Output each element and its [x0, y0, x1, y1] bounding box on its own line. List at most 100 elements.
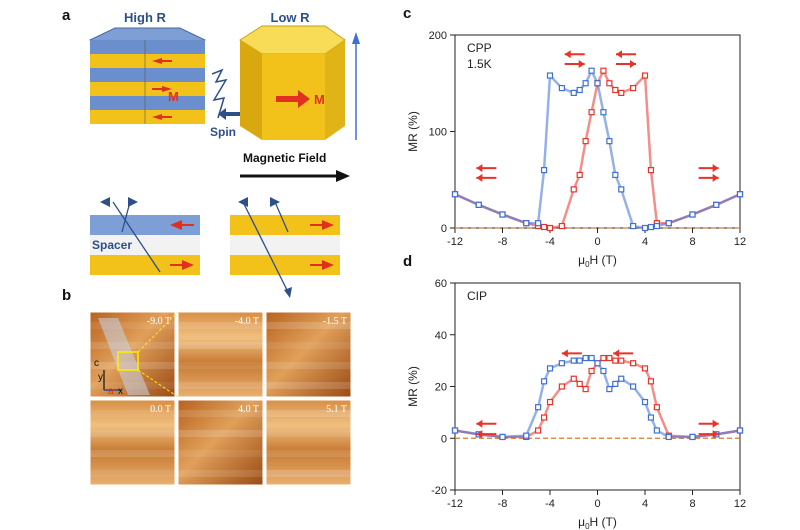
series-line [454, 356, 741, 439]
m-label: M [314, 92, 325, 107]
data-point [612, 171, 619, 179]
afm-stripe [178, 322, 263, 329]
x-axis-label: μ0H (T) [578, 253, 617, 269]
x-tick-label: 4 [642, 236, 648, 248]
spin-arrow [218, 108, 246, 120]
x-tick-label: 4 [642, 498, 648, 510]
data-point [630, 84, 637, 92]
data-point [499, 211, 506, 218]
plot-frame [454, 34, 741, 229]
x-tick-label: -8 [498, 236, 508, 248]
data-point [535, 404, 542, 411]
data-point [641, 365, 649, 372]
data-point [647, 414, 655, 421]
zoom-line [137, 369, 179, 398]
data-point [618, 357, 625, 364]
image-label: 0.0 T [150, 404, 171, 415]
data-point [523, 220, 530, 227]
sweep-arrow-head [712, 430, 719, 439]
data-point [546, 398, 554, 406]
series-line [454, 356, 741, 439]
x-tick-label: -4 [545, 236, 555, 248]
afm-stripe [178, 382, 263, 389]
sweep-arrow-head [712, 419, 719, 428]
y-tick-label: 60 [435, 278, 447, 290]
data-point [523, 432, 530, 439]
data-point [594, 80, 601, 87]
field-label: Magnetic Field [243, 151, 326, 165]
data-point [612, 86, 619, 94]
data-point [576, 171, 583, 179]
data-point [558, 383, 565, 390]
field-arrow-head [336, 170, 350, 182]
data-point [576, 380, 583, 388]
data-point [600, 367, 607, 375]
data-point [606, 385, 613, 393]
x-tick-label: 12 [734, 236, 746, 248]
data-point [535, 220, 542, 227]
image-label: 5.1 T [326, 404, 347, 415]
afm-stripe [90, 410, 175, 417]
afm-stripe [266, 322, 351, 329]
afm-stripe [178, 450, 263, 457]
y-tick-label: 0 [441, 433, 447, 445]
afm-image [265, 311, 352, 398]
panel-label: a [62, 7, 71, 24]
data-point [451, 191, 459, 198]
data-point [582, 138, 589, 145]
data-point [576, 357, 583, 364]
y-tick-label: 200 [429, 30, 447, 42]
afm-stripe [90, 322, 175, 329]
axis-letter: c [94, 358, 99, 369]
afm-stripe [266, 342, 351, 349]
data-point [588, 67, 595, 74]
afm-image [265, 399, 352, 486]
data-point [736, 427, 744, 434]
sweep-arrow-head [476, 173, 483, 182]
afm-stripe [90, 342, 175, 349]
data-point [600, 109, 607, 116]
data-point [647, 223, 655, 231]
afm-image [177, 311, 264, 398]
x-axis-label: μ0H (T) [578, 515, 617, 530]
image-label: -9.0 T [147, 316, 171, 327]
y-axis-label: MR (%) [406, 366, 420, 407]
afm-stripe [266, 362, 351, 369]
afm-stripe [178, 410, 263, 417]
afm-stripe [90, 470, 175, 477]
axis-letter: y [98, 372, 103, 383]
annotation: 1.5K [467, 57, 492, 71]
data-point [546, 72, 554, 79]
x-tick-label: 0 [594, 498, 600, 510]
spin-valve-left [90, 197, 200, 275]
data-point [582, 385, 589, 393]
data-point [535, 427, 542, 434]
afm-image [89, 399, 176, 486]
m-label: M [168, 89, 179, 104]
sample-outline [98, 318, 150, 395]
data-point [647, 378, 655, 385]
image-label: -1.5 T [323, 316, 347, 327]
sweep-arrow-head [712, 173, 719, 182]
series-line [454, 67, 741, 230]
data-point [475, 201, 482, 208]
afm-stripe [178, 362, 263, 369]
spin-arrow-head [352, 32, 360, 44]
spin-path [211, 68, 228, 119]
y-tick-label: 40 [435, 330, 447, 342]
data-point [641, 72, 649, 79]
data-point [576, 86, 583, 94]
data-point [600, 67, 607, 74]
x-tick-label: -4 [545, 498, 555, 510]
x-label-sub: 0 [585, 260, 590, 269]
data-point [665, 433, 672, 441]
sweep-arrow-head [476, 419, 483, 428]
data-point [570, 89, 577, 97]
x-label-base: μ [578, 515, 585, 529]
data-point [606, 80, 613, 87]
axis-letter: x [118, 386, 123, 397]
data-point [689, 211, 696, 218]
x-tick-label: 8 [689, 498, 695, 510]
y-axis-label: MR (%) [406, 111, 420, 152]
